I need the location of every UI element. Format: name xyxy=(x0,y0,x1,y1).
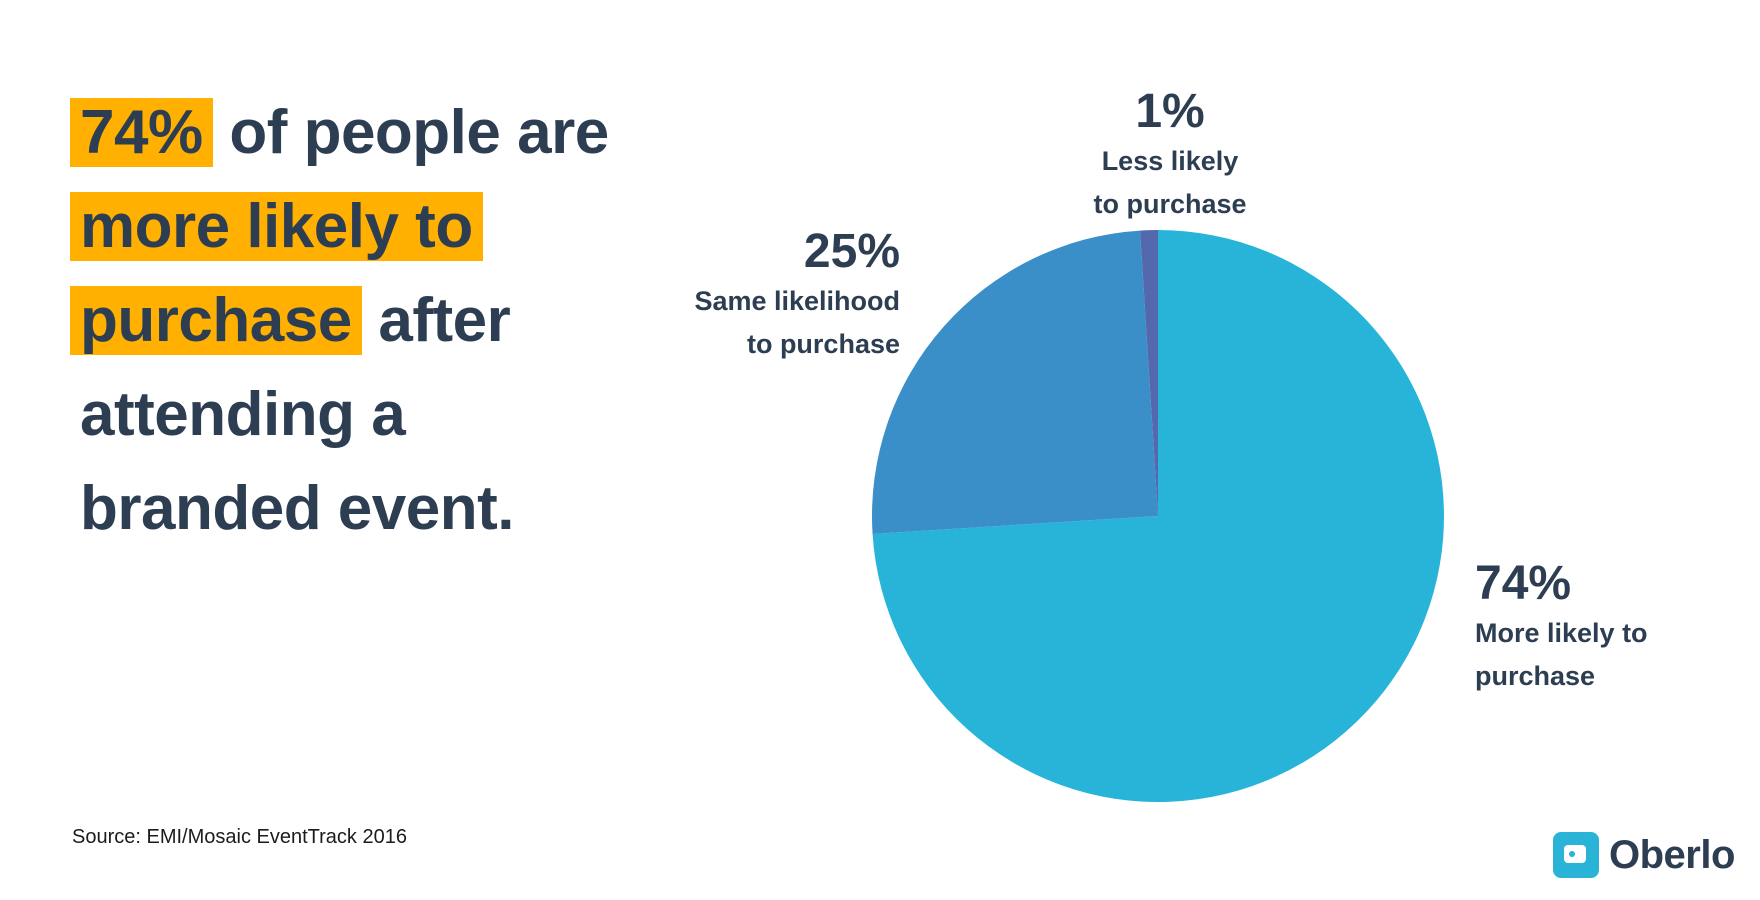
slice-value-label: 74% xyxy=(1475,557,1572,610)
headline: 74% of people are more likely to purchas… xyxy=(70,86,700,556)
headline-highlight-purchase: purchase xyxy=(70,286,362,355)
slice-category-label: to purchase xyxy=(1093,189,1247,219)
headline-highlight-likely: more likely to xyxy=(70,192,483,261)
slice-value-label: 25% xyxy=(803,225,900,278)
slice-label-less-likely: 1% Less likely to purchase xyxy=(1040,84,1300,226)
tag-icon xyxy=(1553,832,1599,878)
pie-slice-more-likely xyxy=(872,230,1444,803)
source-note: Source: EMI/Mosaic EventTrack 2016 xyxy=(72,826,407,848)
slice-category-label: More likely to xyxy=(1475,618,1648,648)
slice-category-label: purchase xyxy=(1475,661,1596,691)
brand-logo: Oberlo xyxy=(1553,832,1735,878)
slice-category-label: to purchase xyxy=(746,329,900,359)
slice-label-more-likely: 74% More likely to purchase xyxy=(1475,556,1735,698)
headline-line-1: 74% of people are xyxy=(70,86,700,180)
headline-text-3: after xyxy=(378,286,511,355)
headline-line-5: branded event. xyxy=(80,474,515,543)
slice-category-label: Less likely xyxy=(1101,146,1239,176)
slice-category-label: Same likelihood xyxy=(694,286,900,316)
headline-line-2: more likely to xyxy=(70,180,700,274)
pie-slice-same-likelihood xyxy=(871,230,1158,534)
headline-line-3: purchase after xyxy=(70,274,700,368)
pie-slice-less-likely xyxy=(1140,230,1158,516)
brand-name: Oberlo xyxy=(1609,832,1735,877)
slice-value-label: 1% xyxy=(1135,85,1205,138)
slice-label-same-likelihood: 25% Same likelihood to purchase xyxy=(560,224,900,366)
headline-line-4: attending a xyxy=(80,380,406,449)
headline-text-1: of people are xyxy=(229,98,609,167)
headline-highlight-percent: 74% xyxy=(70,98,213,167)
